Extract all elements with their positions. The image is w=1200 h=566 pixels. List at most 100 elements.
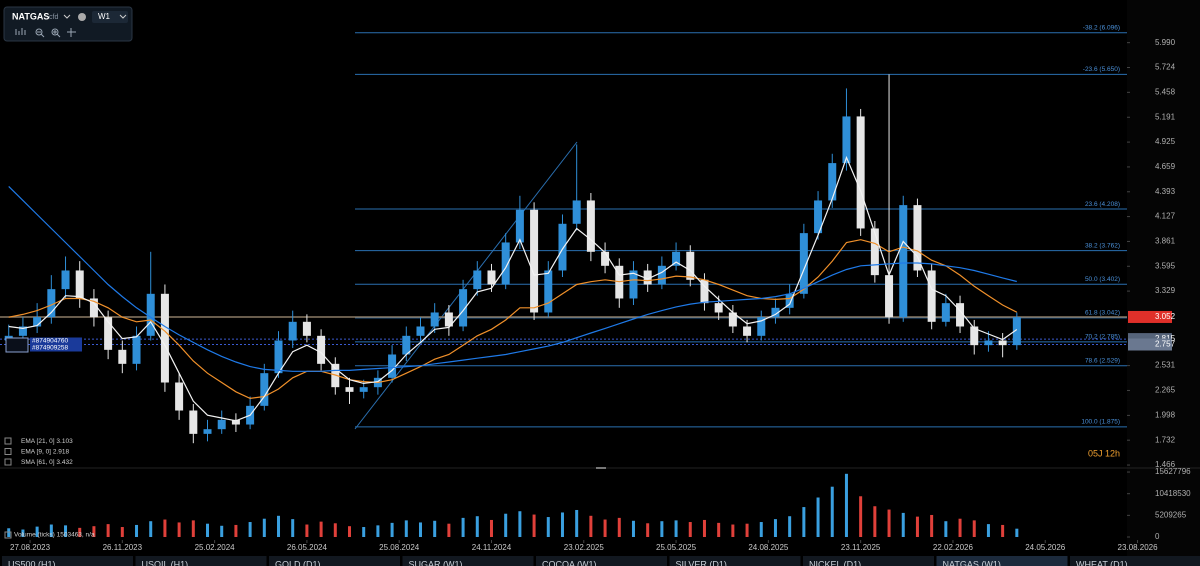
fib-label: 50.0 (3.402) bbox=[1085, 276, 1120, 283]
dropdown-icon[interactable] bbox=[119, 14, 127, 19]
volume-bar bbox=[844, 473, 848, 537]
y-tick-label: 4.659 bbox=[1155, 162, 1176, 171]
x-tick-label: 26.11.2023 bbox=[103, 543, 143, 552]
volume-bar bbox=[788, 516, 792, 537]
volume-bar bbox=[617, 517, 621, 537]
volume-bar bbox=[149, 521, 153, 537]
tab-label[interactable]: USOIL (H1) bbox=[142, 559, 189, 566]
volume-bar bbox=[873, 506, 877, 537]
volume-bar bbox=[504, 513, 508, 537]
candle-body bbox=[785, 293, 794, 308]
candle-body bbox=[61, 270, 70, 290]
candle-body bbox=[317, 335, 326, 364]
tab[interactable] bbox=[2, 556, 133, 566]
volume-bar bbox=[603, 519, 607, 537]
volume-bar bbox=[972, 520, 976, 537]
tab-label[interactable]: COCOA (W1) bbox=[542, 559, 597, 566]
order-handle bbox=[5, 337, 29, 353]
tab-label[interactable]: WHEAT (D1) bbox=[1076, 559, 1128, 566]
legend-value: 2.918 bbox=[53, 448, 70, 455]
tab-label[interactable]: SUGAR (W1) bbox=[409, 559, 463, 566]
order-box[interactable] bbox=[30, 344, 82, 352]
x-tick-label: 24.05.2026 bbox=[1025, 543, 1066, 552]
tab-label[interactable]: NICKEL (D1) bbox=[809, 559, 861, 566]
y-tick-label: 5.458 bbox=[1155, 87, 1176, 96]
tab[interactable] bbox=[269, 556, 400, 566]
volume-bar bbox=[745, 523, 749, 537]
tool-icons[interactable] bbox=[15, 28, 76, 38]
candle-body bbox=[217, 419, 226, 430]
legend-icon bbox=[4, 448, 12, 455]
volume-bar bbox=[418, 522, 422, 537]
volume-bar bbox=[560, 512, 564, 537]
tab[interactable] bbox=[803, 556, 934, 566]
candle-body bbox=[444, 312, 453, 327]
tab[interactable] bbox=[536, 556, 667, 566]
timeframe[interactable]: W1 bbox=[98, 12, 111, 21]
candle-body bbox=[828, 163, 837, 201]
candle-body bbox=[175, 382, 184, 411]
ma-line bbox=[8, 239, 1018, 400]
candle-body bbox=[118, 349, 127, 364]
price-tag-label: 2.757 bbox=[1155, 340, 1176, 349]
dropdown-icon[interactable] bbox=[63, 14, 71, 19]
candle-body bbox=[18, 326, 27, 336]
order-box[interactable] bbox=[30, 337, 82, 345]
tab-label[interactable]: SILVER (D1) bbox=[676, 559, 727, 566]
price-tag-label: 3.052 bbox=[1155, 312, 1176, 321]
candle-body bbox=[515, 209, 524, 243]
candle-body bbox=[913, 205, 922, 271]
candle-body bbox=[189, 410, 198, 434]
tab-label[interactable]: US500 (H1) bbox=[8, 559, 56, 566]
tab[interactable] bbox=[936, 556, 1068, 566]
symbol[interactable]: NATGAS bbox=[12, 11, 49, 21]
tab-label[interactable]: GOLD (D1) bbox=[275, 559, 321, 566]
candle-body bbox=[970, 326, 979, 346]
timeframe-box[interactable] bbox=[92, 11, 128, 23]
candle-body bbox=[728, 312, 737, 327]
candle-body bbox=[430, 312, 439, 327]
volume-bar bbox=[433, 520, 437, 537]
candle-body bbox=[89, 298, 98, 318]
candle-body bbox=[984, 340, 993, 346]
volume-bar bbox=[64, 525, 68, 537]
volume-tick-label: 15627796 bbox=[1155, 467, 1191, 476]
volume-bar bbox=[376, 525, 380, 537]
volume-bar bbox=[717, 522, 721, 537]
tab[interactable] bbox=[135, 556, 267, 566]
legend-name: EMA [9, 0] bbox=[21, 448, 51, 455]
candle-body bbox=[672, 251, 681, 266]
candle-body bbox=[146, 293, 155, 336]
candle-body bbox=[856, 116, 865, 229]
volume-bar bbox=[348, 526, 352, 537]
volume-bar bbox=[234, 524, 238, 537]
legend-icon bbox=[4, 437, 12, 445]
tab-label[interactable]: NATGAS (W1) bbox=[943, 559, 1001, 566]
tab[interactable] bbox=[402, 556, 534, 566]
volume-bar bbox=[816, 497, 820, 537]
candle-body bbox=[941, 303, 950, 322]
y-tick-label: 5.990 bbox=[1155, 38, 1176, 47]
candle-body bbox=[799, 233, 808, 294]
candle-body bbox=[33, 317, 42, 327]
y-tick-label: 1.466 bbox=[1155, 460, 1176, 469]
volume-bar bbox=[532, 514, 536, 537]
candle-body bbox=[487, 270, 496, 285]
candle-body bbox=[743, 326, 752, 336]
fib-label: 38.2 (3.762) bbox=[1085, 242, 1120, 249]
candle-body bbox=[274, 340, 283, 374]
volume-bar bbox=[262, 518, 266, 537]
y-tick-label: 4.925 bbox=[1155, 137, 1176, 146]
legend-entry: EMA [9, 0] 2.918 bbox=[21, 448, 69, 455]
tab[interactable] bbox=[669, 556, 801, 566]
y-tick-label: 3.595 bbox=[1155, 261, 1176, 270]
volume-legend: Volume (ticks) 1503463, n/a bbox=[14, 532, 95, 539]
volume-bar bbox=[944, 521, 948, 537]
tab[interactable] bbox=[1070, 556, 1200, 566]
volume-bar bbox=[106, 524, 110, 537]
candle-body bbox=[302, 321, 311, 336]
candle-body bbox=[359, 387, 368, 392]
info-icon[interactable] bbox=[78, 13, 86, 21]
toolbar: NATGAS cfd W1 bbox=[3, 6, 133, 42]
volume-bar bbox=[447, 523, 451, 537]
